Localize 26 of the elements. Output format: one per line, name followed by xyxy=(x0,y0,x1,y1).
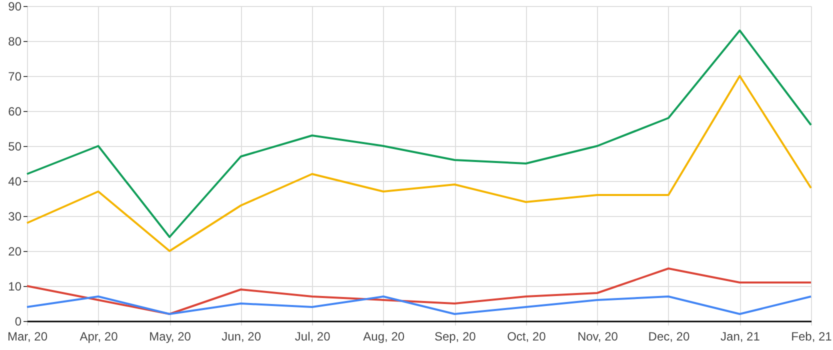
y-tick-label: 20 xyxy=(8,244,22,258)
x-tick-label: Oct, 20 xyxy=(507,330,546,344)
y-tick-label: 90 xyxy=(8,0,22,14)
x-tick-label: Jun, 20 xyxy=(222,330,262,344)
line-series xyxy=(26,296,812,315)
y-tick-label: 30 xyxy=(8,210,22,224)
x-tick-label: Sep, 20 xyxy=(434,330,476,344)
y-tick-label: 70 xyxy=(8,70,22,84)
x-tick-label: Dec, 20 xyxy=(648,330,690,344)
x-tick-label: Feb, 21 xyxy=(791,330,832,344)
y-tick-label: 10 xyxy=(8,280,22,294)
y-tick-label: 50 xyxy=(8,140,22,154)
x-tick-label: Jul, 20 xyxy=(294,330,331,344)
x-tick-label: May, 20 xyxy=(149,330,192,344)
y-tick-label: 0 xyxy=(14,314,22,328)
y-tick-label: 80 xyxy=(8,34,22,48)
y-tick-label: 60 xyxy=(8,104,22,118)
line-series xyxy=(26,75,812,252)
line-series xyxy=(26,30,812,238)
x-tick-label: Aug, 20 xyxy=(363,330,405,344)
x-tick-label: Nov, 20 xyxy=(577,330,618,344)
x-tick-label: Mar, 20 xyxy=(7,330,48,344)
y-tick-label: 40 xyxy=(8,174,22,188)
x-tick-label: Jan, 21 xyxy=(720,330,760,344)
line-series xyxy=(26,268,812,315)
x-tick-label: Apr, 20 xyxy=(80,330,118,344)
